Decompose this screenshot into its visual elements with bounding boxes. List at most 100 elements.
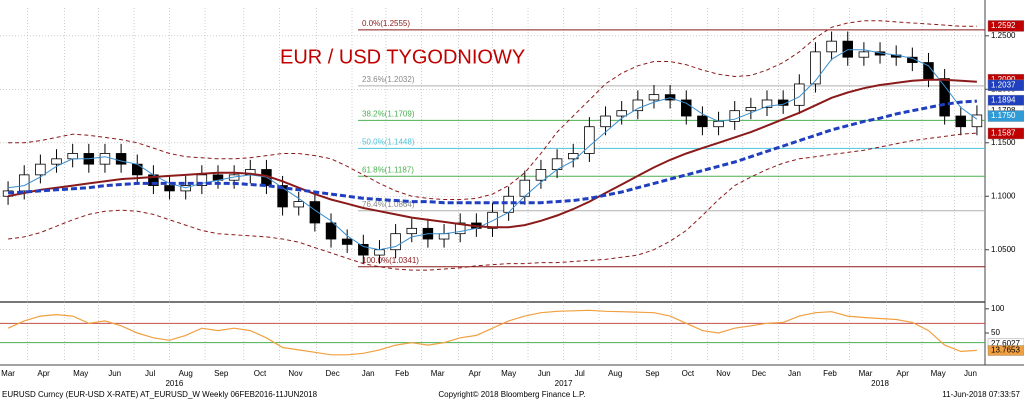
candle-body [132, 163, 143, 176]
osc-tick-label: 50 [991, 328, 1000, 337]
candle-body [293, 201, 304, 208]
candle-body [810, 51, 821, 85]
candle-body [535, 169, 547, 181]
y-tick-label: 1.0500 [991, 245, 1016, 254]
candle-body [923, 62, 934, 79]
x-tick-label: Jul [145, 369, 155, 378]
x-tick-label: Mar [859, 369, 873, 378]
x-tick-label: Mar [1, 369, 15, 378]
x-tick-label: Aug [179, 369, 193, 378]
year-label: 2018 [871, 379, 889, 388]
price-label-box [987, 127, 1024, 140]
price-label: 1.2037 [991, 80, 1016, 89]
oscillator-line [7, 309, 977, 356]
footer-left: EURUSD Curncy (EUR-USD X-RATE) AT_EURUSD… [2, 390, 318, 399]
x-tick-label: Aug [608, 369, 622, 378]
osc-label-box [987, 345, 1024, 356]
candle-body [406, 227, 418, 235]
candle-body [681, 99, 692, 117]
candle-body [196, 174, 208, 186]
candle-body [842, 40, 853, 58]
indicator-line [8, 49, 978, 251]
candle-body [341, 238, 353, 245]
fib-label: 50.0%(1.1448) [362, 137, 415, 146]
candle-body [761, 99, 773, 108]
fib-label: 23.6%(1.2032) [362, 75, 415, 84]
candle-body [503, 195, 514, 213]
x-tick-label: May [931, 369, 946, 378]
fib-label: 100.0%(1.0341) [362, 256, 419, 265]
candle-body [826, 40, 837, 53]
price-label: 1.1894 [991, 96, 1016, 105]
candle-body [35, 163, 46, 176]
candle-body [907, 56, 918, 63]
osc-label: 27.6027 [991, 339, 1020, 348]
indicator-line [7, 78, 977, 229]
candle-body [794, 83, 805, 106]
x-tick-label: May [73, 369, 88, 378]
osc-tick-label: 100 [991, 304, 1005, 313]
x-tick-label: Jun [108, 369, 121, 378]
price-label: 1.2090 [991, 75, 1016, 84]
candle-body [939, 78, 950, 117]
price-label-box [987, 20, 1024, 32]
x-tick-label: Feb [395, 369, 409, 378]
price-label: 1.1750 [991, 111, 1016, 120]
candle-body [51, 158, 62, 165]
x-tick-label: Apr [896, 369, 909, 378]
y-tick-label: 1.2500 [991, 31, 1016, 40]
candle-body [277, 185, 288, 208]
candle-body [955, 115, 967, 128]
candle-body [745, 107, 757, 112]
x-tick-label: May [501, 369, 516, 378]
y-tick-label: 1.1000 [991, 191, 1016, 200]
price-label: 1.2592 [991, 21, 1016, 30]
candle-body [374, 249, 385, 256]
x-tick-label: Jun [538, 369, 551, 378]
candle-body [713, 120, 724, 128]
footer-right: 11-Jun-2018 07:33:57 [942, 390, 1020, 399]
indicator-line [8, 132, 977, 271]
candle-body [729, 110, 740, 122]
candle-body [325, 222, 337, 240]
footer-center: Copyright© 2018 Bloomberg Finance L.P. [438, 390, 585, 399]
price-label: 1.1587 [991, 129, 1016, 138]
fib-label: 38.2%(1.1709) [362, 110, 415, 119]
year-label: 2016 [165, 379, 183, 388]
candle-body [67, 153, 78, 160]
candle-body [648, 94, 660, 101]
x-tick-label: Oct [682, 369, 695, 378]
candle-body [438, 233, 450, 240]
x-tick-label: Jan [788, 369, 801, 378]
x-tick-label: Feb [823, 369, 837, 378]
x-tick-label: Jun [964, 369, 977, 378]
chart-title: EUR / USD TYGODNIOWY [280, 46, 525, 68]
x-tick-label: Dec [326, 369, 340, 378]
x-tick-label: Jan [362, 369, 375, 378]
y-tick-label: 1.1500 [991, 138, 1016, 147]
osc-label: 13.7653 [991, 346, 1020, 355]
candle-body [164, 185, 175, 192]
price-label-box [987, 110, 1024, 122]
candle-body [858, 51, 870, 58]
candle-body [358, 243, 369, 256]
price-label-box [987, 79, 1024, 92]
x-tick-label: Sep [214, 369, 229, 378]
fib-label: 61.8%(1.1187) [362, 165, 414, 174]
x-tick-label: Oct [254, 369, 267, 378]
x-tick-label: Nov [288, 369, 302, 378]
x-tick-label: Sep [645, 369, 660, 378]
candle-body [777, 99, 789, 106]
x-tick-label: Nov [716, 369, 730, 378]
candle-body [180, 185, 191, 192]
candle-body [600, 115, 611, 128]
x-tick-label: Dec [752, 369, 766, 378]
candle-body [18, 174, 30, 192]
candle-body [616, 110, 627, 117]
indicator-line [8, 20, 977, 200]
x-tick-label: Jul [575, 369, 585, 378]
x-tick-label: Apr [469, 369, 482, 378]
fib-label: 76.4%(1.0864) [362, 200, 415, 209]
candle-body [309, 201, 321, 224]
